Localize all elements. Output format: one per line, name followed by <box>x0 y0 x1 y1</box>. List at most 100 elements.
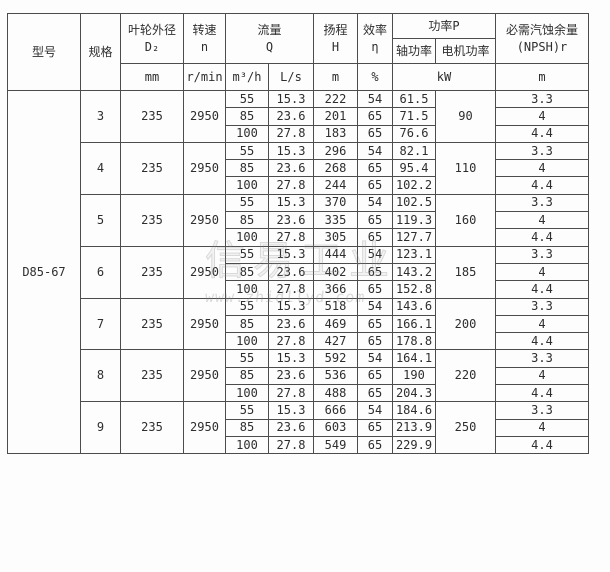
shaft-power-cell: 143.6 <box>392 297 436 316</box>
header-impeller-line2: D₂ <box>144 39 160 54</box>
speed-cell: 2950 <box>183 349 226 403</box>
table-row: 7 235 2950 55 15.3 518 54 143.6 200 3.3 <box>8 297 589 351</box>
impeller-diameter-cell: 235 <box>120 245 184 299</box>
table-row: D85-67 3 235 2950 55 15.3 222 54 61.5 90 3.3 <box>7 89 589 455</box>
head-cell: 444 <box>313 245 358 264</box>
npsh-cell: 3.3 <box>495 401 589 420</box>
flow-ls-cell: 27.8 <box>268 435 314 455</box>
table-row: 5 235 2950 55 15.3 370 54 102.5 160 3.3 <box>8 193 589 247</box>
flow-m3h-cell: 55 <box>225 401 269 420</box>
spec-cell: 9 <box>80 401 121 455</box>
flow-m3h-cell: 100 <box>225 124 269 143</box>
head-cell: 305 <box>313 228 358 247</box>
efficiency-cell: 65 <box>357 435 393 455</box>
flow-ls-cell: 23.6 <box>268 314 314 334</box>
impeller-diameter-cell: 235 <box>120 349 184 403</box>
unit-npsh: m <box>495 63 589 91</box>
unit-flow-m3h: m³/h <box>225 63 269 91</box>
npsh-cell: 4.4 <box>495 280 589 299</box>
table-row: 100 27.8 305 65 127.7 4.4 <box>8 228 589 247</box>
motor-power-cell: 220 <box>435 349 496 403</box>
shaft-power-cell: 127.7 <box>392 228 436 247</box>
efficiency-cell: 65 <box>357 159 393 178</box>
spec-table: 型号 规格 叶轮外径 D₂ 转速 n 流量 Q 扬程 H <box>7 13 589 455</box>
npsh-cell: 4.4 <box>495 384 589 403</box>
shaft-power-cell: 102.5 <box>392 193 436 213</box>
flow-ls-cell: 23.6 <box>268 107 314 126</box>
npsh-cell: 3.3 <box>495 297 589 316</box>
flow-m3h-cell: 85 <box>225 262 269 282</box>
npsh-cell: 4.4 <box>495 176 589 195</box>
table-row: 9 235 2950 55 15.3 666 54 184.6 250 3.3 <box>8 401 589 455</box>
motor-power-cell: 110 <box>435 141 496 195</box>
spec-cell: 4 <box>80 141 121 195</box>
npsh-cell: 3.3 <box>495 89 589 109</box>
efficiency-cell: 54 <box>357 297 393 316</box>
npsh-cell: 4.4 <box>495 228 589 247</box>
shaft-power-cell: 178.8 <box>392 332 436 351</box>
motor-power-cell: 90 <box>435 90 496 143</box>
spec-cell: 8 <box>80 349 121 403</box>
impeller-diameter-cell: 235 <box>120 90 184 143</box>
table-row: 8 235 2950 55 15.3 592 54 164.1 220 3.3 <box>8 349 589 403</box>
flow-m3h-cell: 85 <box>225 211 269 230</box>
shaft-power-cell: 204.3 <box>392 384 436 403</box>
speed-cell: 2950 <box>183 245 226 299</box>
flow-m3h-cell: 100 <box>225 435 269 455</box>
spec-cell: 3 <box>80 90 121 143</box>
head-cell: 592 <box>313 349 358 368</box>
shaft-power-cell: 76.6 <box>392 124 436 143</box>
flow-ls-cell: 23.6 <box>268 418 314 437</box>
header-npsh-line2: (NPSH)r <box>516 39 568 54</box>
head-cell: 296 <box>313 141 358 161</box>
flow-ls-cell: 23.6 <box>268 366 314 386</box>
speed-cell: 2950 <box>183 297 226 351</box>
header-impeller-line1: 叶轮外径 <box>127 22 176 37</box>
table-row: 100 27.8 183 65 76.6 4.4 <box>8 124 589 143</box>
head-cell: 335 <box>313 211 358 230</box>
flow-ls-cell: 15.3 <box>268 141 314 161</box>
table-row: 85 23.6 469 65 166.1 4 <box>8 314 589 334</box>
head-cell: 603 <box>313 418 358 437</box>
header-speed: 转速 n <box>183 13 226 64</box>
shaft-power-cell: 152.8 <box>392 280 436 299</box>
efficiency-cell: 65 <box>357 124 393 143</box>
flow-m3h-cell: 85 <box>225 159 269 178</box>
flow-m3h-cell: 100 <box>225 280 269 299</box>
efficiency-cell: 54 <box>357 193 393 213</box>
unit-impeller: mm <box>120 63 184 91</box>
shaft-power-cell: 95.4 <box>392 159 436 178</box>
efficiency-cell: 54 <box>357 401 393 420</box>
header-flow: 流量 Q <box>225 13 314 64</box>
flow-m3h-cell: 55 <box>225 89 269 109</box>
impeller-diameter-cell: 235 <box>120 297 184 351</box>
npsh-cell: 3.3 <box>495 141 589 161</box>
header-speed-line1: 转速 <box>192 22 217 37</box>
shaft-power-cell: 71.5 <box>392 107 436 126</box>
header-shaft-power: 轴功率 <box>392 38 436 64</box>
npsh-cell: 4 <box>495 314 589 334</box>
header-flow-line2: Q <box>265 39 274 54</box>
shaft-power-cell: 61.5 <box>392 89 436 109</box>
header-npsh-line1: 必需汽蚀余量 <box>505 22 578 37</box>
efficiency-cell: 65 <box>357 211 393 230</box>
npsh-cell: 4 <box>495 159 589 178</box>
shaft-power-cell: 102.2 <box>392 176 436 195</box>
header-head-line1: 扬程 <box>323 22 348 37</box>
speed-cell: 2950 <box>183 193 226 247</box>
flow-ls-cell: 27.8 <box>268 228 314 247</box>
flow-ls-cell: 23.6 <box>268 262 314 282</box>
header-efficiency-line1: 效率 <box>362 22 387 37</box>
header-efficiency-line2: η <box>371 39 379 54</box>
motor-power-cell: 160 <box>435 193 496 247</box>
flow-ls-cell: 15.3 <box>268 193 314 213</box>
head-cell: 366 <box>313 280 358 299</box>
efficiency-cell: 65 <box>357 228 393 247</box>
efficiency-cell: 65 <box>357 384 393 403</box>
shaft-power-cell: 119.3 <box>392 211 436 230</box>
table-row: 6 235 2950 55 15.3 444 54 123.1 185 3.3 <box>8 245 589 299</box>
header-impeller-diameter: 叶轮外径 D₂ <box>120 13 184 64</box>
header-efficiency: 效率 η <box>357 13 393 64</box>
shaft-power-cell: 143.2 <box>392 262 436 282</box>
flow-m3h-cell: 85 <box>225 107 269 126</box>
